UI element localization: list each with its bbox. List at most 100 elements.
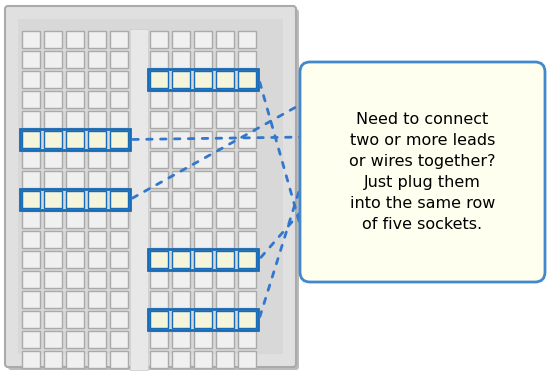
Bar <box>110 211 128 228</box>
Bar <box>88 271 106 288</box>
Bar <box>88 311 106 328</box>
Bar <box>238 131 256 148</box>
Bar <box>172 191 190 208</box>
Bar <box>216 71 234 88</box>
Bar <box>66 271 84 288</box>
Bar <box>110 291 128 308</box>
Bar <box>172 151 190 168</box>
Bar <box>148 309 258 330</box>
Bar <box>44 171 62 188</box>
Bar <box>20 189 130 210</box>
Bar <box>44 271 62 288</box>
Bar <box>194 291 212 308</box>
Bar <box>194 271 212 288</box>
Bar <box>66 231 84 248</box>
Bar <box>150 171 168 188</box>
Bar <box>110 331 128 348</box>
Bar <box>172 71 190 88</box>
Bar <box>216 171 234 188</box>
Bar <box>150 331 168 348</box>
Bar <box>44 211 62 228</box>
Bar <box>88 111 106 128</box>
Bar <box>66 331 84 348</box>
Bar <box>172 171 190 188</box>
Bar <box>44 291 62 308</box>
Bar <box>172 231 190 248</box>
Bar <box>238 291 256 308</box>
Bar <box>194 231 212 248</box>
Bar <box>216 291 234 308</box>
Bar <box>44 31 62 48</box>
Bar <box>194 151 212 168</box>
Bar <box>238 251 256 268</box>
Bar <box>44 191 62 208</box>
Bar <box>110 51 128 68</box>
Bar <box>22 351 40 368</box>
Bar <box>172 331 190 348</box>
Bar <box>216 331 234 348</box>
Bar <box>88 31 106 48</box>
Bar <box>216 251 234 268</box>
Bar <box>110 231 128 248</box>
Bar <box>110 351 128 368</box>
Bar <box>44 111 62 128</box>
Bar <box>22 311 40 328</box>
Bar <box>216 211 234 228</box>
Bar <box>150 291 168 308</box>
Bar <box>216 271 234 288</box>
Bar <box>88 231 106 248</box>
Bar <box>88 331 106 348</box>
Bar <box>172 291 190 308</box>
Bar <box>238 71 256 88</box>
Bar <box>22 131 40 148</box>
Bar <box>66 131 84 148</box>
Bar <box>238 151 256 168</box>
Bar <box>150 71 168 88</box>
Bar <box>150 91 168 108</box>
Bar <box>194 51 212 68</box>
Bar <box>88 131 106 148</box>
Bar <box>216 311 234 328</box>
Bar <box>172 111 190 128</box>
Bar <box>216 231 234 248</box>
Bar <box>44 151 62 168</box>
Bar <box>150 211 168 228</box>
Bar <box>150 251 168 268</box>
Bar <box>66 31 84 48</box>
Bar <box>66 191 84 208</box>
Bar <box>88 291 106 308</box>
Bar <box>172 31 190 48</box>
Bar <box>88 51 106 68</box>
Bar <box>216 131 234 148</box>
Bar <box>18 19 283 354</box>
Bar <box>22 71 40 88</box>
Bar <box>238 171 256 188</box>
Bar <box>110 171 128 188</box>
Bar <box>150 191 168 208</box>
Bar <box>216 191 234 208</box>
Bar <box>110 151 128 168</box>
Bar <box>150 311 168 328</box>
Bar <box>110 31 128 48</box>
Bar <box>44 251 62 268</box>
Bar <box>66 251 84 268</box>
Bar <box>110 91 128 108</box>
Bar <box>216 111 234 128</box>
Bar <box>238 91 256 108</box>
Bar <box>66 71 84 88</box>
Bar <box>172 91 190 108</box>
Bar <box>216 91 234 108</box>
Bar <box>66 311 84 328</box>
Bar <box>66 211 84 228</box>
FancyBboxPatch shape <box>5 6 296 367</box>
Bar <box>172 251 190 268</box>
Bar <box>194 171 212 188</box>
Bar <box>44 71 62 88</box>
Bar <box>194 71 212 88</box>
Bar <box>150 351 168 368</box>
Bar <box>66 151 84 168</box>
FancyBboxPatch shape <box>300 62 545 282</box>
Bar <box>172 51 190 68</box>
Bar <box>110 251 128 268</box>
Bar <box>44 331 62 348</box>
